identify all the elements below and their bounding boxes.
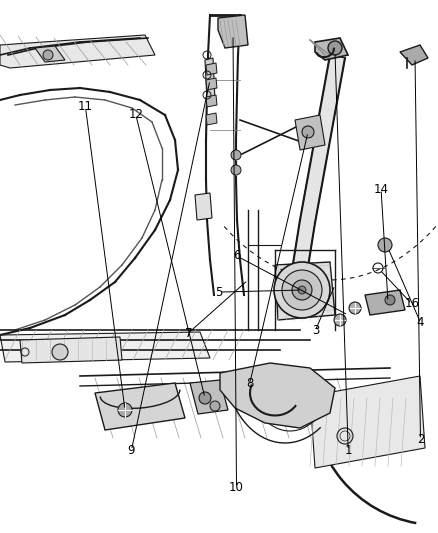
Text: 4: 4 [417,316,424,329]
Text: 1: 1 [344,444,352,457]
Polygon shape [0,332,210,362]
Polygon shape [365,290,405,315]
Polygon shape [20,337,122,363]
Text: 16: 16 [404,297,419,310]
Circle shape [282,270,322,310]
Text: 7: 7 [184,327,192,340]
Circle shape [385,295,395,305]
Polygon shape [275,262,335,320]
Polygon shape [95,383,185,430]
Polygon shape [285,55,345,313]
Circle shape [231,150,241,160]
Text: 6: 6 [233,249,240,262]
Circle shape [210,401,220,411]
Polygon shape [206,63,217,75]
Polygon shape [295,115,325,150]
Polygon shape [400,45,428,65]
Polygon shape [206,113,217,125]
Text: 10: 10 [229,481,244,494]
Polygon shape [315,38,348,60]
Circle shape [118,403,132,417]
Polygon shape [310,376,425,468]
Text: 2: 2 [417,433,424,446]
Text: 14: 14 [374,183,389,196]
Circle shape [349,302,361,314]
Text: 3: 3 [312,324,319,337]
Circle shape [43,50,53,60]
Circle shape [52,344,68,360]
Text: 11: 11 [78,100,93,113]
Polygon shape [205,58,215,102]
Polygon shape [206,78,217,90]
Circle shape [334,314,346,326]
Polygon shape [220,363,335,428]
Polygon shape [0,35,155,68]
Text: 8: 8 [246,377,253,390]
Text: 5: 5 [215,286,223,298]
Circle shape [274,262,330,318]
Circle shape [292,280,312,300]
Circle shape [199,392,211,404]
Circle shape [231,165,241,175]
Polygon shape [218,15,248,48]
Polygon shape [190,380,228,414]
Circle shape [302,126,314,138]
Polygon shape [35,46,65,62]
Text: 9: 9 [127,444,135,457]
Polygon shape [206,95,217,107]
Polygon shape [195,193,212,220]
Circle shape [298,286,306,294]
Circle shape [378,238,392,252]
Text: 12: 12 [128,108,143,121]
Circle shape [328,41,342,55]
